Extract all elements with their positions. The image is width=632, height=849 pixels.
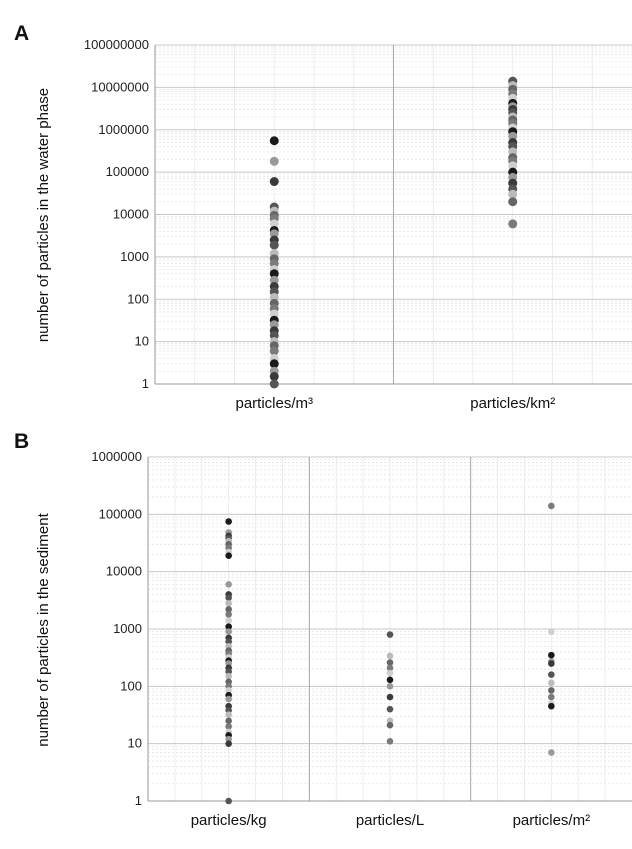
panel-a-y-axis-label: number of particles in the water phase xyxy=(35,88,52,342)
data-point xyxy=(225,606,232,613)
y-tick-label: 100 xyxy=(127,291,149,306)
data-point xyxy=(386,683,394,690)
y-tick-label: 10000000 xyxy=(91,79,149,94)
data-point xyxy=(225,611,232,618)
data-point xyxy=(225,678,232,686)
panel-a-points xyxy=(269,76,518,389)
panel-b-categories: particles/kg particles/L particles/m² xyxy=(191,812,590,829)
data-point xyxy=(269,258,279,268)
x-category-label: particles/m² xyxy=(513,812,591,829)
data-point xyxy=(269,269,279,279)
y-tick-label: 10 xyxy=(128,736,142,751)
data-point xyxy=(269,229,279,239)
data-point xyxy=(386,659,394,666)
data-point xyxy=(225,581,232,588)
x-category-label: particles/m³ xyxy=(235,395,313,412)
data-point xyxy=(386,631,394,638)
panel-a-y-ticks: 1 10 100 1000 10000 100000 1000000 10000000 1000… xyxy=(84,37,149,391)
data-point xyxy=(269,379,279,389)
data-point xyxy=(269,156,279,166)
data-point xyxy=(386,652,394,660)
y-tick-label: 1000000 xyxy=(91,449,142,464)
data-point xyxy=(269,309,279,319)
data-point xyxy=(508,219,518,229)
data-point xyxy=(386,721,394,729)
data-point xyxy=(225,668,232,675)
data-point xyxy=(269,330,279,340)
data-point xyxy=(225,638,232,646)
data-point xyxy=(548,693,555,701)
data-point xyxy=(548,502,555,510)
data-point xyxy=(548,651,555,659)
data-point xyxy=(225,552,232,559)
data-point xyxy=(548,702,555,710)
data-point xyxy=(225,687,232,694)
data-point xyxy=(225,594,232,602)
y-tick-label: 10000 xyxy=(113,207,149,222)
data-point xyxy=(548,671,555,678)
x-category-label: particles/L xyxy=(356,812,424,829)
data-point xyxy=(269,177,279,187)
data-point xyxy=(269,275,279,285)
data-point xyxy=(548,687,555,694)
data-point xyxy=(225,695,232,703)
panel-b-gridlines xyxy=(148,456,632,802)
data-point xyxy=(548,679,555,687)
x-category-label: particles/km² xyxy=(470,395,555,412)
y-tick-label: 10 xyxy=(135,334,149,349)
y-tick-label: 10000 xyxy=(106,564,142,579)
data-point xyxy=(225,717,232,725)
data-point xyxy=(269,136,279,146)
panel-a-categories: particles/m³ particles/km² xyxy=(235,395,555,412)
y-tick-label: 100000 xyxy=(99,506,142,521)
data-point xyxy=(269,240,279,250)
data-point xyxy=(225,617,232,624)
data-point xyxy=(508,161,518,171)
data-point xyxy=(508,131,518,141)
data-point xyxy=(386,676,394,684)
data-point xyxy=(548,660,555,667)
x-category-label: particles/kg xyxy=(191,812,267,829)
data-point xyxy=(386,737,394,745)
data-point xyxy=(225,723,232,730)
data-point xyxy=(269,359,279,369)
y-tick-label: 1000 xyxy=(120,249,149,264)
data-point xyxy=(225,628,232,635)
data-point xyxy=(508,189,518,199)
data-point xyxy=(386,693,394,701)
panel-b-y-ticks: 1 10 100 1000 10000 100000 1000000 xyxy=(91,449,142,808)
data-point xyxy=(548,749,555,756)
panel-a: A 1 10 100 1000 10000 100000 1000000 10000000 10… xyxy=(14,22,632,412)
data-point xyxy=(508,197,518,207)
y-tick-label: 100000000 xyxy=(84,37,149,52)
data-point xyxy=(225,672,232,680)
data-point xyxy=(225,600,232,607)
data-point xyxy=(225,735,232,743)
data-point xyxy=(386,669,394,677)
y-tick-label: 1000000 xyxy=(98,122,149,137)
y-tick-label: 100 xyxy=(120,678,142,693)
panel-a-axes xyxy=(154,45,632,385)
panel-a-label: A xyxy=(14,22,29,45)
data-point xyxy=(386,705,394,713)
data-point xyxy=(225,740,232,747)
panel-b-points xyxy=(225,502,555,805)
y-tick-label: 1 xyxy=(142,376,149,391)
data-point xyxy=(225,518,232,525)
panel-b-y-axis-label: number of particles in the sediment xyxy=(35,512,52,746)
data-point xyxy=(225,797,232,805)
panel-b: B 1 10 100 1000 10000 100000 1000000 particles… xyxy=(14,430,632,829)
y-tick-label: 1000 xyxy=(113,621,142,636)
y-tick-label: 1 xyxy=(135,793,142,808)
data-point xyxy=(225,711,232,719)
data-point xyxy=(548,628,555,635)
data-point xyxy=(386,664,394,672)
data-point xyxy=(269,372,279,382)
y-tick-label: 100000 xyxy=(106,164,149,179)
data-point xyxy=(269,219,279,229)
panel-b-label: B xyxy=(14,430,29,453)
data-point xyxy=(225,623,232,630)
data-point xyxy=(269,346,279,356)
